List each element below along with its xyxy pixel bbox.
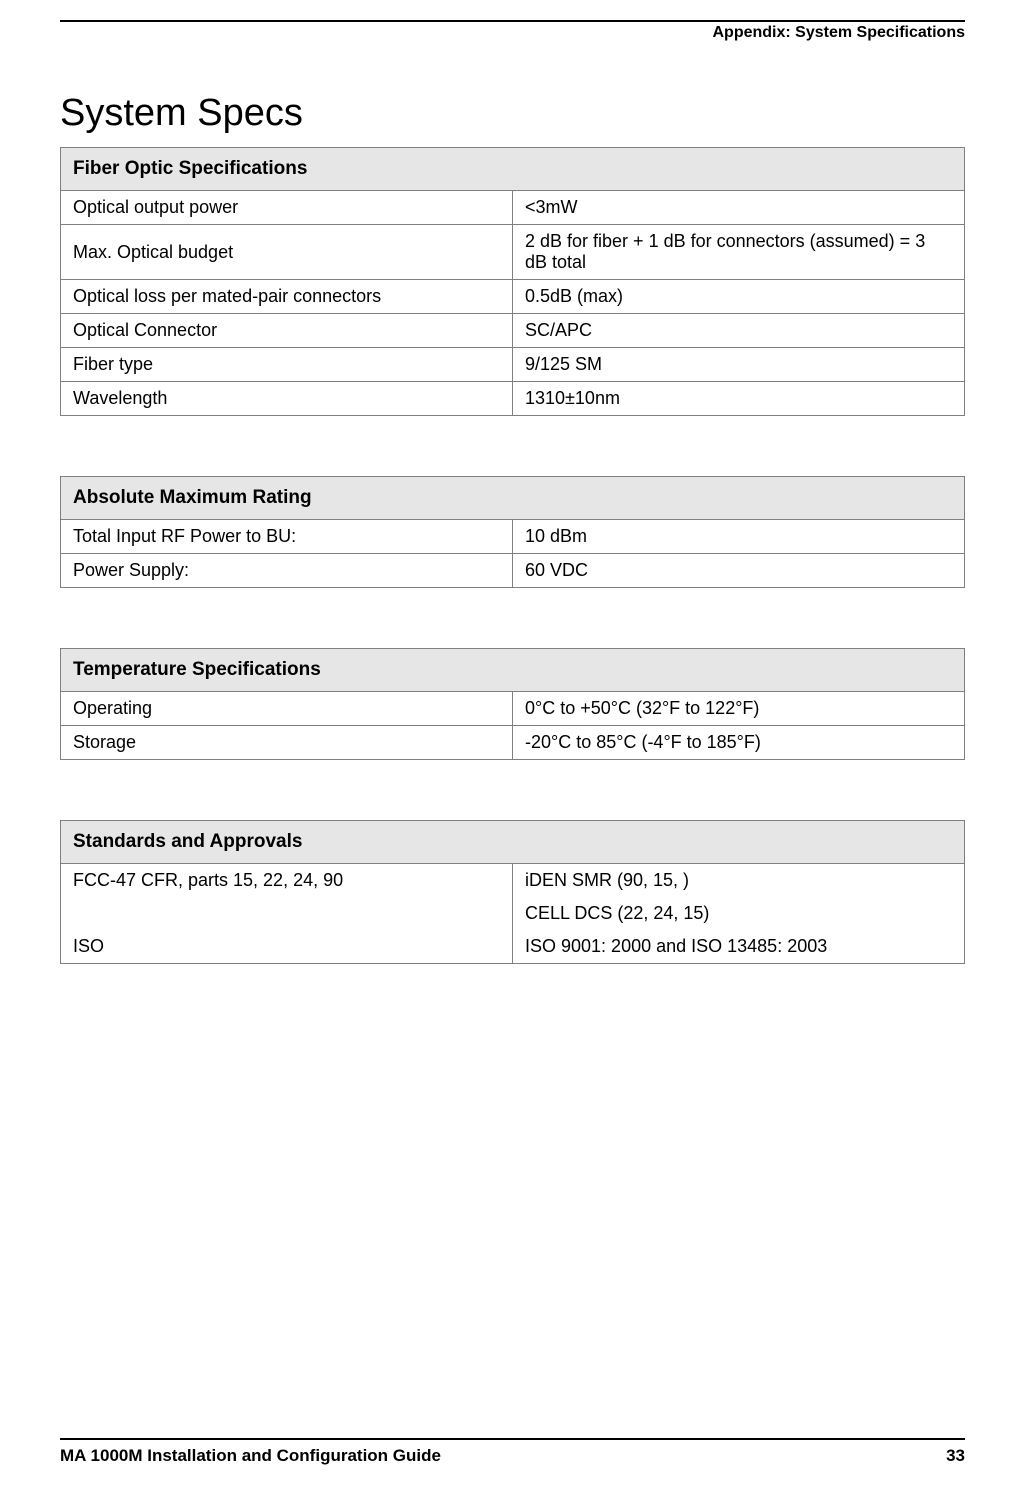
spec-value: <3mW — [513, 191, 965, 225]
table-row: ISO ISO 9001: 2000 and ISO 13485: 2003 — [61, 930, 965, 964]
page-footer: MA 1000M Installation and Configuration … — [60, 1438, 965, 1466]
spec-value: 60 VDC — [513, 554, 965, 588]
spec-value: -20°C to 85°C (-4°F to 185°F) — [513, 726, 965, 760]
spec-label: Max. Optical budget — [61, 225, 513, 280]
table-header-row: Fiber Optic Specifications — [61, 148, 965, 191]
page: Appendix: System Specifications System S… — [0, 0, 1025, 1496]
spec-label: FCC-47 CFR, parts 15, 22, 24, 90 — [61, 864, 513, 898]
table-heading: Fiber Optic Specifications — [61, 148, 965, 191]
spec-label: Storage — [61, 726, 513, 760]
temperature-table: Temperature Specifications Operating 0°C… — [60, 648, 965, 760]
spec-label — [61, 897, 513, 930]
spec-label: Fiber type — [61, 348, 513, 382]
spec-value: SC/APC — [513, 314, 965, 348]
table-row: Storage -20°C to 85°C (-4°F to 185°F) — [61, 726, 965, 760]
spec-value: 10 dBm — [513, 520, 965, 554]
spec-label: Total Input RF Power to BU: — [61, 520, 513, 554]
spec-label: Wavelength — [61, 382, 513, 416]
fiber-spec-table: Fiber Optic Specifications Optical outpu… — [60, 147, 965, 416]
table-header-row: Temperature Specifications — [61, 649, 965, 692]
table-row: FCC-47 CFR, parts 15, 22, 24, 90 iDEN SM… — [61, 864, 965, 898]
table-row: CELL DCS (22, 24, 15) — [61, 897, 965, 930]
table-row: Operating 0°C to +50°C (32°F to 122°F) — [61, 692, 965, 726]
table-row: Wavelength 1310±10nm — [61, 382, 965, 416]
spec-label: Optical loss per mated-pair connectors — [61, 280, 513, 314]
table-header-row: Standards and Approvals — [61, 821, 965, 864]
footer-left: MA 1000M Installation and Configuration … — [60, 1446, 441, 1466]
spec-value: ISO 9001: 2000 and ISO 13485: 2003 — [513, 930, 965, 964]
spec-value: 0.5dB (max) — [513, 280, 965, 314]
spec-label: Optical output power — [61, 191, 513, 225]
table-row: Total Input RF Power to BU: 10 dBm — [61, 520, 965, 554]
table-heading: Absolute Maximum Rating — [61, 477, 965, 520]
spec-value: iDEN SMR (90, 15, ) — [513, 864, 965, 898]
table-header-row: Absolute Maximum Rating — [61, 477, 965, 520]
abs-max-table: Absolute Maximum Rating Total Input RF P… — [60, 476, 965, 588]
table-row: Fiber type 9/125 SM — [61, 348, 965, 382]
table-row: Power Supply: 60 VDC — [61, 554, 965, 588]
table-row: Optical loss per mated-pair connectors 0… — [61, 280, 965, 314]
table-heading: Standards and Approvals — [61, 821, 965, 864]
spec-label: Optical Connector — [61, 314, 513, 348]
spec-label: Power Supply: — [61, 554, 513, 588]
spec-value: 0°C to +50°C (32°F to 122°F) — [513, 692, 965, 726]
table-row: Optical output power <3mW — [61, 191, 965, 225]
spec-value: CELL DCS (22, 24, 15) — [513, 897, 965, 930]
spec-label: ISO — [61, 930, 513, 964]
spec-value: 1310±10nm — [513, 382, 965, 416]
table-heading: Temperature Specifications — [61, 649, 965, 692]
header-right-text: Appendix: System Specifications — [712, 24, 965, 41]
spec-label: Operating — [61, 692, 513, 726]
spec-value: 2 dB for fiber + 1 dB for connectors (as… — [513, 225, 965, 280]
page-header: Appendix: System Specifications — [60, 20, 965, 42]
footer-page-number: 33 — [946, 1446, 965, 1466]
table-row: Optical Connector SC/APC — [61, 314, 965, 348]
table-row: Max. Optical budget 2 dB for fiber + 1 d… — [61, 225, 965, 280]
page-title: System Specs — [60, 92, 965, 135]
spec-value: 9/125 SM — [513, 348, 965, 382]
standards-table: Standards and Approvals FCC-47 CFR, part… — [60, 820, 965, 964]
